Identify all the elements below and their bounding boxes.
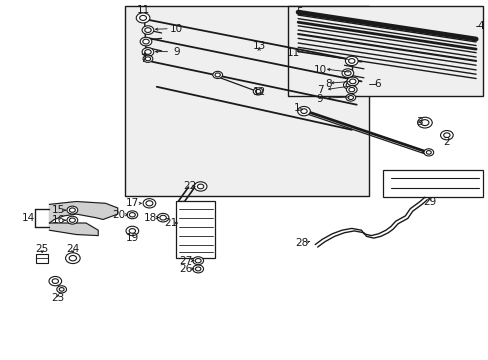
Circle shape [160,215,166,220]
Circle shape [192,257,203,265]
Circle shape [341,69,353,77]
Text: 6: 6 [373,79,380,89]
Circle shape [49,276,61,286]
Circle shape [440,131,452,140]
Circle shape [349,79,355,84]
Bar [288,6,483,96]
Circle shape [420,120,428,126]
Circle shape [344,71,350,76]
Circle shape [69,256,76,261]
Circle shape [345,94,355,101]
Circle shape [195,267,201,271]
Circle shape [300,109,306,113]
Text: 23: 23 [52,293,65,303]
Circle shape [144,28,151,32]
Text: 8: 8 [325,79,331,89]
Text: 25: 25 [36,244,49,254]
Circle shape [157,213,168,222]
Circle shape [57,286,66,293]
Circle shape [417,117,431,128]
Circle shape [346,77,358,86]
Text: 11: 11 [286,48,299,58]
Circle shape [297,107,310,116]
Text: 19: 19 [125,233,139,243]
Text: 14: 14 [22,213,35,223]
Text: 4: 4 [477,21,483,31]
Circle shape [348,87,354,92]
Circle shape [145,201,153,206]
Text: 10: 10 [313,64,326,75]
Text: 2: 2 [443,137,449,147]
Circle shape [67,216,78,224]
Text: 26: 26 [179,264,192,274]
Circle shape [192,265,203,273]
Circle shape [140,37,152,46]
Circle shape [253,88,263,95]
Circle shape [423,149,433,156]
Text: 3: 3 [415,117,422,127]
Polygon shape [49,202,118,223]
Circle shape [144,50,151,54]
Text: 12: 12 [252,87,265,97]
Circle shape [127,211,138,219]
Text: 22: 22 [183,181,196,192]
Text: 9: 9 [316,94,323,104]
Circle shape [145,57,150,61]
Text: 9: 9 [173,46,179,57]
Text: 18: 18 [144,213,157,222]
Circle shape [348,59,354,63]
Text: 10: 10 [169,24,183,34]
Text: 27: 27 [179,256,192,266]
Circle shape [443,133,449,138]
Circle shape [197,184,203,189]
Bar [383,170,483,197]
Circle shape [143,199,156,208]
Text: 11: 11 [137,5,150,15]
Text: 1: 1 [293,103,300,113]
Circle shape [69,208,75,212]
Text: 7: 7 [140,54,146,64]
Circle shape [195,258,201,263]
Text: 21: 21 [163,218,177,228]
Text: 5: 5 [296,7,302,17]
Circle shape [212,71,222,78]
Circle shape [255,89,260,93]
Circle shape [426,150,430,154]
Circle shape [142,39,149,44]
Circle shape [215,73,220,77]
Text: 29: 29 [422,197,435,207]
Circle shape [346,82,352,87]
Circle shape [52,279,59,283]
Circle shape [59,288,64,291]
Text: 24: 24 [66,244,80,254]
Text: 20: 20 [112,210,125,220]
Circle shape [345,56,357,66]
Bar [125,6,368,196]
Bar [176,201,215,258]
Text: 13: 13 [252,41,265,50]
Circle shape [65,253,80,264]
Circle shape [194,182,206,191]
Text: 17: 17 [125,198,139,208]
Text: 15: 15 [52,205,65,215]
Circle shape [67,206,78,214]
Circle shape [136,13,150,23]
Circle shape [129,213,135,217]
Text: 28: 28 [295,238,308,248]
Bar [36,253,48,263]
Circle shape [142,26,154,35]
Circle shape [140,15,146,21]
Text: 7: 7 [316,85,323,95]
Circle shape [346,86,356,94]
Circle shape [347,95,353,99]
Circle shape [69,218,75,222]
Circle shape [126,226,139,235]
Polygon shape [49,223,98,235]
Text: 16: 16 [52,215,65,225]
Circle shape [143,55,153,62]
Circle shape [142,48,154,56]
Circle shape [129,229,135,233]
Circle shape [343,81,354,89]
